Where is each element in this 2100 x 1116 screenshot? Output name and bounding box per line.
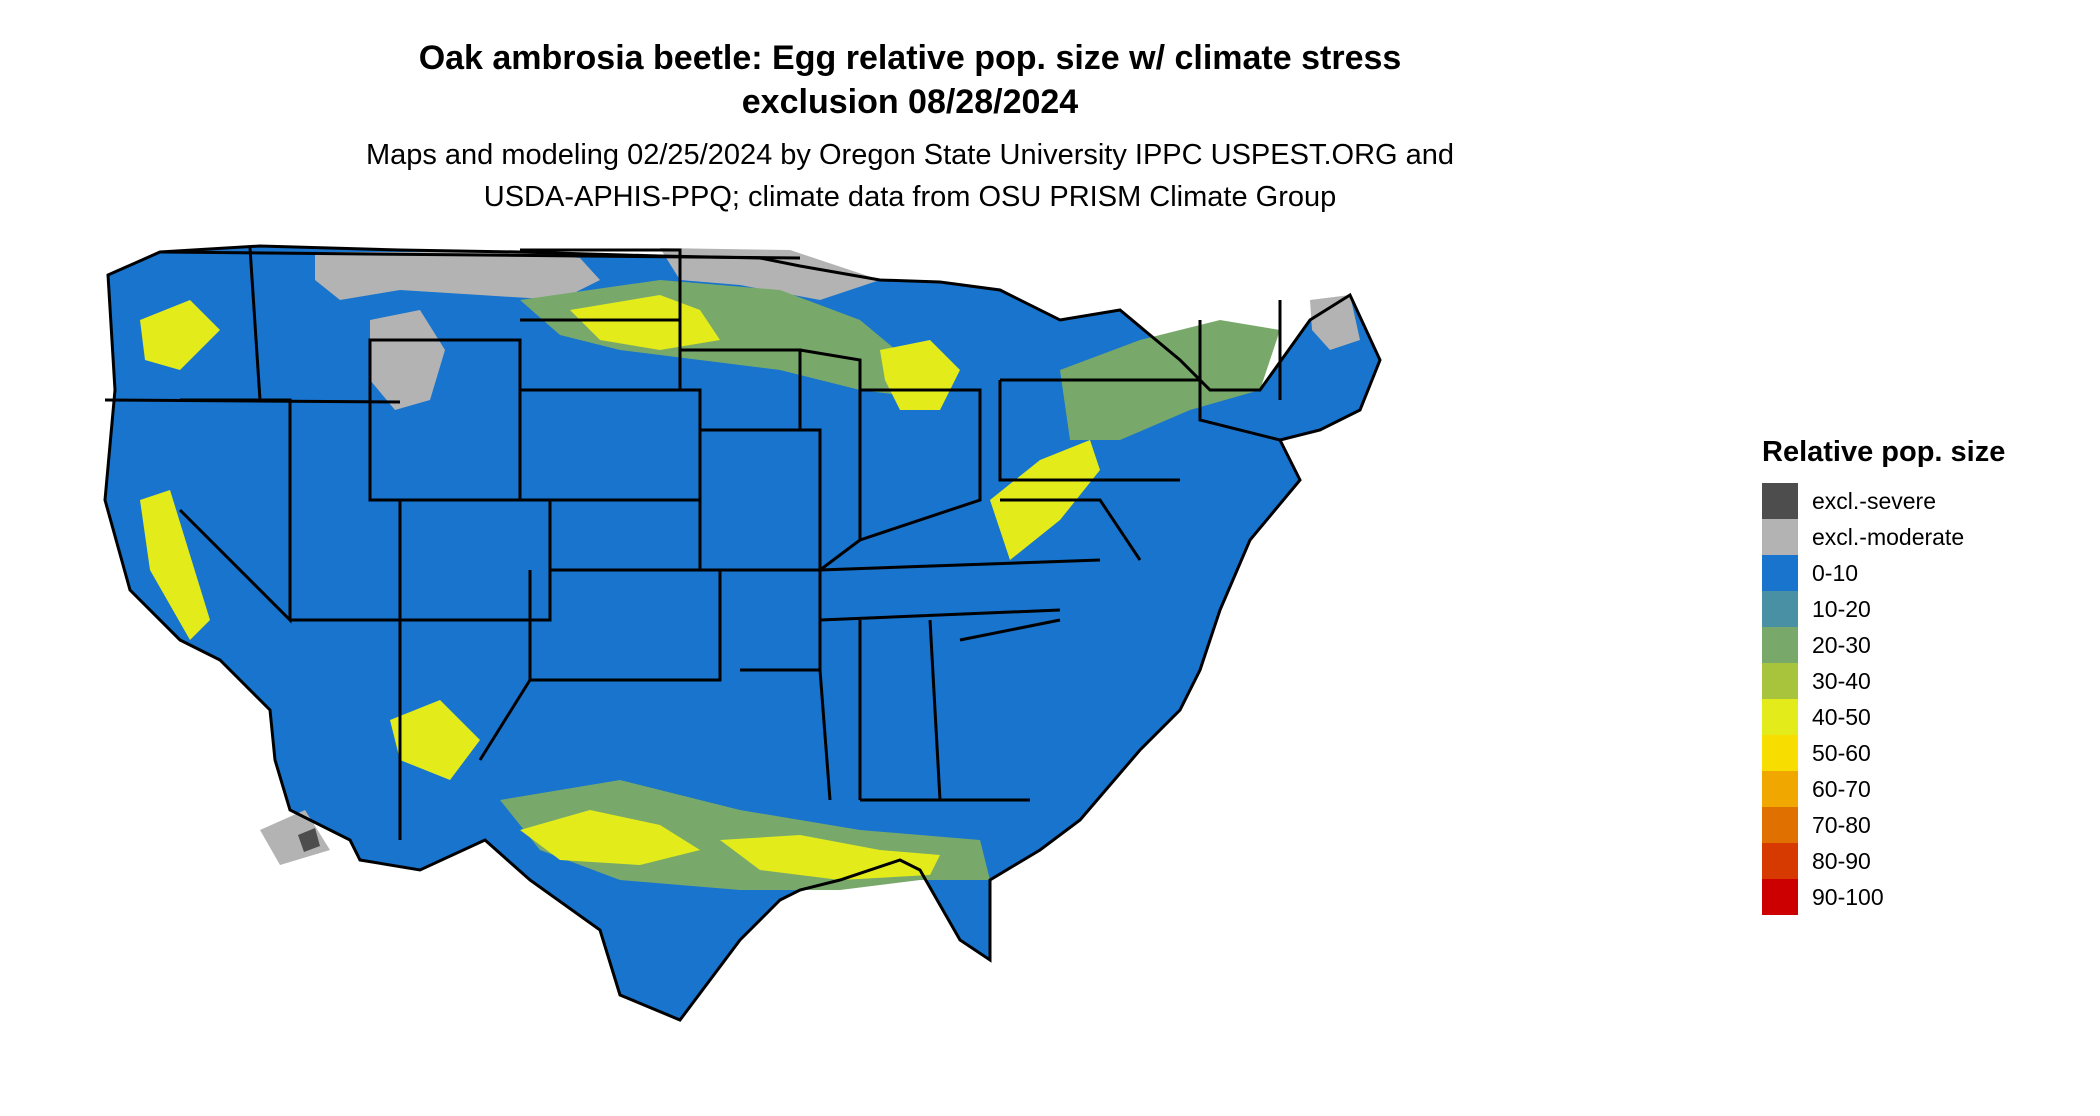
- border-texas-panhandle: [478, 570, 532, 761]
- us-population-map: [103, 244, 1382, 1022]
- legend-label: 80-90: [1812, 847, 1871, 874]
- legend-swatch: [1762, 879, 1798, 915]
- border-new-england: [1198, 320, 1281, 442]
- subtitle-line-1: Maps and modeling 02/25/2024 by Oregon S…: [365, 139, 1455, 171]
- legend-item: 90-100: [1762, 879, 2005, 915]
- coastline: [103, 244, 1382, 1022]
- legend-item: 30-40: [1762, 663, 2005, 699]
- hotspot-pacific-nw: [140, 300, 220, 370]
- legend-label: 0-10: [1812, 559, 1859, 586]
- legend-swatch: [1762, 843, 1798, 879]
- hotspot-nm-az: [390, 700, 480, 780]
- hotspot-sierra: [140, 490, 210, 640]
- border-illinois: [799, 348, 862, 572]
- legend-swatch: [1762, 807, 1798, 843]
- hotspot-louisiana: [720, 835, 940, 880]
- legend-items: excl.-severe excl.-moderate 0-10 10-20 2…: [1762, 483, 2005, 915]
- state-borders: [104, 247, 1282, 840]
- excluded-minnesota: [660, 248, 880, 300]
- excluded-desert-sw: [260, 810, 330, 865]
- legend-label: 90-100: [1812, 883, 1884, 910]
- title-line-1: Oak ambrosia beetle: Egg relative pop. s…: [418, 39, 1402, 77]
- excluded-rockies: [370, 310, 445, 410]
- legend-swatch: [1762, 555, 1798, 591]
- legend-label: 70-80: [1812, 811, 1871, 838]
- hotspot-dakotas: [570, 295, 720, 350]
- legend-swatch: [1762, 591, 1798, 627]
- legend-item: 70-80: [1762, 807, 2005, 843]
- legend-swatch: [1762, 519, 1798, 555]
- legend-label: 20-30: [1812, 631, 1871, 658]
- legend-item: 60-70: [1762, 771, 2005, 807]
- legend-swatch: [1762, 483, 1798, 519]
- border-oklahoma: [530, 568, 722, 682]
- legend-item: excl.-severe: [1762, 483, 2005, 519]
- legend-item: 40-50: [1762, 699, 2005, 735]
- legend-item: 20-30: [1762, 627, 2005, 663]
- us-outline: [105, 246, 1380, 1020]
- legend-item: 0-10: [1762, 555, 2005, 591]
- legend-label: 50-60: [1812, 739, 1871, 766]
- legend-label: 30-40: [1812, 667, 1871, 694]
- legend-item: 50-60: [1762, 735, 2005, 771]
- legend: Relative pop. size excl.-severe excl.-mo…: [1762, 436, 2005, 915]
- excluded-north-plains: [315, 252, 600, 300]
- legend-label: excl.-severe: [1812, 487, 1936, 514]
- legend-swatch: [1762, 627, 1798, 663]
- excluded-maine: [1310, 295, 1360, 350]
- border-va-wv: [1000, 498, 1142, 561]
- legend-swatch: [1762, 699, 1798, 735]
- map-subtitle: Maps and modeling 02/25/2024 by Oregon S…: [300, 134, 1520, 218]
- legend-swatch: [1762, 735, 1798, 771]
- legend-item: 10-20: [1762, 591, 2005, 627]
- legend-label: excl.-moderate: [1812, 523, 1965, 550]
- border-louisiana: [740, 668, 832, 801]
- hotspot-texas: [520, 810, 700, 865]
- legend-item: 80-90: [1762, 843, 2005, 879]
- border-tn-ms: [819, 608, 1061, 622]
- legend-title: Relative pop. size: [1762, 436, 2006, 468]
- excluded-severe-sw: [298, 828, 320, 852]
- legend-label: 10-20: [1812, 595, 1871, 622]
- border-ky-tn: [819, 558, 1101, 572]
- subtitle-line-2: USDA-APHIS-PPQ; climate data from OSU PR…: [483, 181, 1337, 213]
- legend-item: excl.-moderate: [1762, 519, 2005, 555]
- border-al-ga: [928, 619, 942, 801]
- border-co: [398, 498, 552, 622]
- map-title: Oak ambrosia beetle: Egg relative pop. s…: [300, 36, 1520, 124]
- border-nv: [178, 398, 292, 624]
- legend-swatch: [1762, 771, 1798, 807]
- title-line-2: exclusion 08/28/2024: [741, 83, 1079, 121]
- border-id-mt: [248, 247, 262, 401]
- border-pa: [998, 380, 1180, 482]
- legend-swatch: [1762, 663, 1798, 699]
- legend-label: 60-70: [1812, 775, 1871, 802]
- legend-label: 40-50: [1812, 703, 1871, 730]
- border-in-oh: [859, 388, 982, 542]
- border-sc-nc: [959, 618, 1061, 642]
- hotspot-michigan: [880, 340, 960, 410]
